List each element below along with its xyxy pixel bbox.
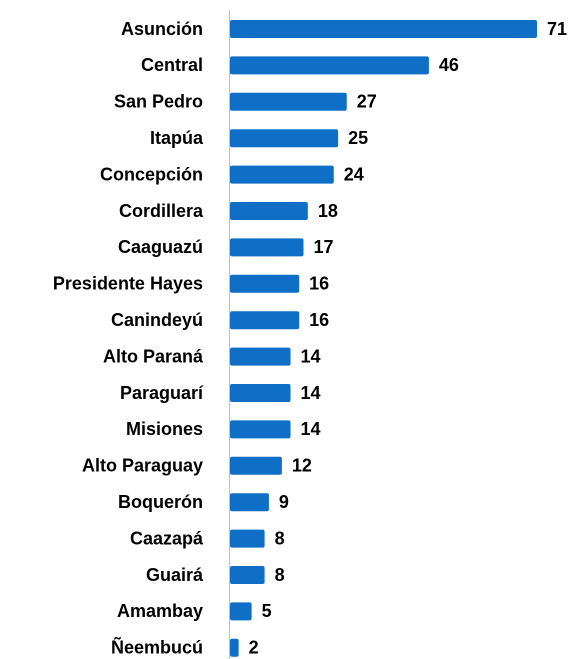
value-label: 46 (439, 55, 459, 75)
bar (230, 602, 252, 621)
bar (230, 129, 339, 148)
category-label: Central (141, 55, 203, 75)
category-label: Alto Paraguay (82, 456, 203, 476)
bar (230, 529, 265, 548)
value-label: 14 (301, 346, 321, 366)
bar (230, 274, 300, 293)
category-label: Itapúa (150, 128, 204, 148)
category-label: San Pedro (114, 92, 203, 112)
value-label: 24 (344, 164, 364, 184)
bar (230, 493, 269, 512)
value-label: 8 (275, 565, 285, 585)
value-label: 14 (301, 383, 321, 403)
category-label: Concepción (100, 164, 203, 184)
category-label: Canindeyú (111, 310, 203, 330)
category-label: Guairá (146, 565, 204, 585)
value-label: 8 (275, 528, 285, 548)
value-label: 17 (314, 237, 334, 257)
value-label: 5 (262, 601, 272, 621)
category-label: Cordillera (119, 201, 204, 221)
category-label: Asunción (121, 19, 203, 39)
value-label: 2 (249, 638, 259, 658)
category-label: Caaguazú (118, 237, 203, 257)
bar (230, 56, 429, 75)
category-label: Paraguarí (120, 383, 204, 403)
category-label: Alto Paraná (103, 346, 204, 366)
category-label: Misiones (126, 419, 203, 439)
bar (230, 420, 291, 439)
bar (230, 384, 291, 402)
category-label: Presidente Hayes (53, 274, 203, 294)
bar (230, 566, 265, 584)
value-label: 71 (547, 19, 567, 39)
bar (230, 202, 308, 220)
value-label: 18 (318, 201, 338, 221)
category-label: Caazapá (130, 528, 204, 548)
value-label: 27 (357, 92, 377, 112)
bar (230, 311, 300, 330)
value-label: 25 (348, 128, 368, 148)
bar (230, 347, 291, 366)
category-label: Ñeembucú (111, 637, 203, 658)
category-label: Boquerón (118, 492, 203, 512)
value-label: 16 (309, 274, 329, 294)
value-label: 12 (292, 456, 312, 476)
bar (230, 165, 334, 184)
value-label: 14 (301, 419, 321, 439)
bar (230, 92, 347, 111)
value-label: 9 (279, 492, 289, 512)
bar (230, 20, 537, 38)
bar (230, 456, 282, 475)
bar (230, 238, 304, 257)
value-label: 16 (309, 310, 329, 330)
bar (230, 638, 239, 657)
category-label: Amambay (117, 601, 203, 621)
